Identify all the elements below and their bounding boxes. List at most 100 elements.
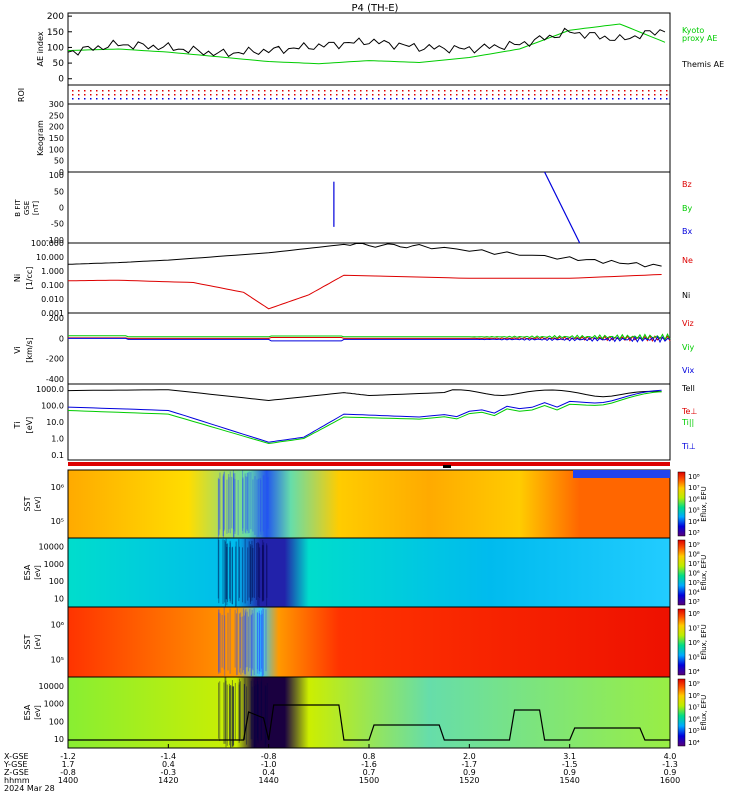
roi-dot xyxy=(432,94,434,96)
roi-dot xyxy=(102,98,104,100)
roi-dot xyxy=(570,90,572,92)
roi-dot xyxy=(420,94,422,96)
roi-dot xyxy=(126,94,128,96)
legend-teperp: Te⊥ xyxy=(681,407,697,416)
ni-ytick-label: 1.000 xyxy=(41,267,64,276)
roi-dot xyxy=(198,94,200,96)
legend-viy: Viy xyxy=(682,343,695,352)
roi-dot xyxy=(558,94,560,96)
spectrogram-unit: [eV] xyxy=(34,496,42,511)
roi-dot xyxy=(456,94,458,96)
roi-dot xyxy=(624,90,626,92)
legend-viz: Viz xyxy=(682,319,694,328)
roi-dot xyxy=(126,90,128,92)
colorbar xyxy=(678,472,685,536)
roi-dot xyxy=(354,90,356,92)
roi-dot xyxy=(186,98,188,100)
roi-dot xyxy=(108,94,110,96)
roi-dot xyxy=(294,94,296,96)
roi-dot xyxy=(216,98,218,100)
roi-dot xyxy=(642,98,644,100)
roi-dot xyxy=(396,94,398,96)
roi-dot xyxy=(336,94,338,96)
vi-ylabel: [km/s] xyxy=(25,337,34,363)
roi-dot xyxy=(138,98,140,100)
roi-dot xyxy=(630,90,632,92)
roi-dot xyxy=(468,90,470,92)
panel-frame xyxy=(68,313,670,384)
colorbar-tick-label: 10⁸ xyxy=(688,473,700,481)
keogram-ytick-label: 300 xyxy=(49,100,64,109)
vi-ytick-label: -200 xyxy=(46,355,64,364)
colorbar-label: Eflux, EFU xyxy=(700,624,708,659)
roi-dot xyxy=(594,98,596,100)
ni-ylabel: [1/cc] xyxy=(25,267,34,290)
panel-frame xyxy=(68,85,670,104)
roi-dot xyxy=(366,94,368,96)
roi-dot xyxy=(480,90,482,92)
roi-dot xyxy=(570,94,572,96)
roi-dot xyxy=(186,94,188,96)
roi-dot xyxy=(216,94,218,96)
roi-dot xyxy=(144,98,146,100)
roi-dot xyxy=(426,94,428,96)
roi-dot xyxy=(228,98,230,100)
roi-dot xyxy=(648,94,650,96)
roi-dot xyxy=(552,90,554,92)
colorbar-tick-label: 10⁸ xyxy=(688,610,700,618)
spectrogram-ytick-label: 100 xyxy=(49,577,64,586)
roi-dot xyxy=(162,98,164,100)
ni-ytick-label: 100.000 xyxy=(31,239,64,248)
ti-ytick-label: 100.0 xyxy=(41,401,64,410)
colorbar-tick-label: 10⁸ xyxy=(688,551,700,559)
legend-proxy-ae: proxy AE xyxy=(682,34,717,43)
vi-series-line xyxy=(68,337,670,342)
ni-series-line xyxy=(68,275,662,309)
roi-dot xyxy=(504,98,506,100)
roi-dot xyxy=(540,98,542,100)
spectrogram-unit: [eV] xyxy=(34,634,42,649)
ti-series-line xyxy=(68,390,662,442)
roi-dot xyxy=(204,98,206,100)
roi-dot xyxy=(462,90,464,92)
roi-dot xyxy=(426,90,428,92)
roi-dot xyxy=(474,90,476,92)
spectrogram-ylabel: SST xyxy=(23,634,32,649)
roi-dot xyxy=(264,90,266,92)
roi-dot xyxy=(384,98,386,100)
roi-dot xyxy=(372,90,374,92)
roi-dot xyxy=(300,98,302,100)
roi-dot xyxy=(198,90,200,92)
roi-dot xyxy=(156,98,158,100)
roi-dot xyxy=(528,98,530,100)
roi-dot xyxy=(462,98,464,100)
roi-dot xyxy=(612,98,614,100)
panel-frame xyxy=(68,13,670,85)
roi-dot xyxy=(180,94,182,96)
roi-dot xyxy=(330,98,332,100)
roi-dot xyxy=(216,90,218,92)
roi-dot xyxy=(324,94,326,96)
roi-dot xyxy=(300,90,302,92)
roi-dot xyxy=(168,98,170,100)
roi-dot xyxy=(348,98,350,100)
roi-dot xyxy=(492,90,494,92)
roi-dot xyxy=(234,90,236,92)
spectrogram-image xyxy=(68,538,670,607)
legend-ni: Ni xyxy=(682,291,690,300)
roi-dot xyxy=(450,98,452,100)
ae-series-line xyxy=(68,28,665,56)
colorbar-tick-label: 10⁸ xyxy=(688,692,700,700)
roi-dot xyxy=(522,98,524,100)
roi-dot xyxy=(108,90,110,92)
mode-bar-marker xyxy=(443,465,451,468)
roi-dot xyxy=(222,90,224,92)
roi-dot xyxy=(132,98,134,100)
spectrogram-image xyxy=(68,607,670,677)
roi-dot xyxy=(588,90,590,92)
roi-dot xyxy=(360,94,362,96)
roi-dot xyxy=(204,90,206,92)
legend-ti-par: Ti|| xyxy=(681,418,694,427)
roi-dot xyxy=(78,94,80,96)
keogram-ytick-label: 250 xyxy=(49,111,64,120)
